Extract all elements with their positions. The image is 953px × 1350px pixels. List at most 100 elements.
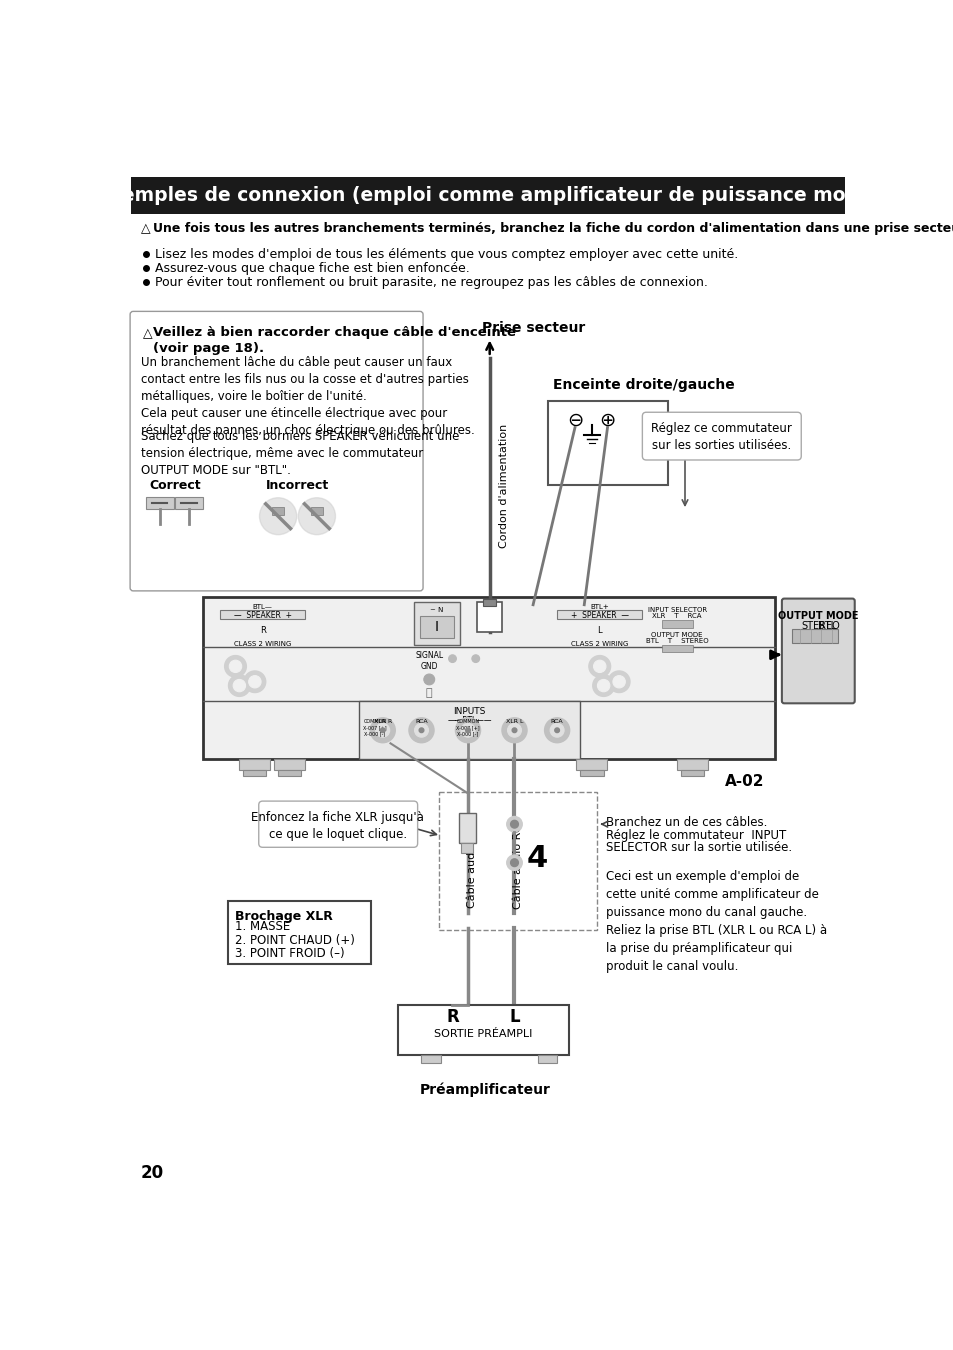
Bar bbox=[228, 902, 371, 964]
Circle shape bbox=[409, 718, 434, 743]
Circle shape bbox=[460, 724, 475, 737]
Circle shape bbox=[588, 656, 610, 678]
Text: SELECTOR sur la sortie utilisée.: SELECTOR sur la sortie utilisée. bbox=[605, 841, 791, 855]
Bar bbox=[239, 759, 270, 771]
Text: Enceinte droite/gauche: Enceinte droite/gauche bbox=[553, 378, 734, 393]
Bar bbox=[397, 1006, 568, 1056]
Circle shape bbox=[423, 674, 435, 684]
Text: ~ N: ~ N bbox=[430, 608, 443, 613]
FancyBboxPatch shape bbox=[781, 598, 854, 703]
Text: ——BTL——: ——BTL—— bbox=[447, 717, 492, 725]
Text: ⏚: ⏚ bbox=[425, 688, 432, 698]
Text: Veillez à bien raccorder chaque câble d'enceinte
(voir page 18).: Veillez à bien raccorder chaque câble d'… bbox=[153, 325, 516, 355]
Text: XLR    T    RCA: XLR T RCA bbox=[652, 613, 701, 620]
Bar bbox=[576, 759, 607, 771]
Bar bbox=[243, 771, 266, 776]
Circle shape bbox=[456, 718, 480, 743]
Text: Cordon d'alimentation: Cordon d'alimentation bbox=[498, 424, 509, 548]
Text: Ceci est un exemple d'emploi de
cette unité comme amplificateur de
puissance mon: Ceci est un exemple d'emploi de cette un… bbox=[605, 871, 826, 973]
Bar bbox=[174, 497, 203, 509]
Circle shape bbox=[550, 724, 563, 737]
Text: 1. MASSE: 1. MASSE bbox=[235, 921, 291, 933]
Text: 4: 4 bbox=[527, 844, 548, 873]
Text: Réglez le commutateur  INPUT: Réglez le commutateur INPUT bbox=[605, 829, 785, 842]
Text: Réglez ce commutateur
sur les sorties utilisées.: Réglez ce commutateur sur les sorties ut… bbox=[650, 423, 791, 452]
Text: XLR L: XLR L bbox=[505, 720, 522, 725]
Circle shape bbox=[608, 671, 629, 693]
Circle shape bbox=[612, 675, 624, 688]
Text: Enfoncez la fiche XLR jusqu'à
ce que le loquet clique.: Enfoncez la fiche XLR jusqu'à ce que le … bbox=[251, 811, 424, 841]
Bar bbox=[557, 610, 641, 620]
Text: ⊕: ⊕ bbox=[598, 410, 615, 429]
FancyBboxPatch shape bbox=[641, 412, 801, 460]
Text: SORTIE PRÉAMPLI: SORTIE PRÉAMPLI bbox=[434, 1030, 532, 1040]
Text: A-02: A-02 bbox=[724, 774, 764, 790]
Circle shape bbox=[592, 675, 614, 697]
Text: L: L bbox=[509, 1007, 519, 1026]
Bar bbox=[460, 844, 473, 853]
Circle shape bbox=[510, 859, 517, 867]
Text: Brochage XLR: Brochage XLR bbox=[235, 910, 333, 922]
Circle shape bbox=[224, 656, 246, 678]
Text: Câble audio XLR: Câble audio XLR bbox=[466, 817, 476, 909]
Circle shape bbox=[506, 817, 521, 832]
Bar bbox=[661, 620, 692, 628]
Text: INPUTS: INPUTS bbox=[453, 707, 485, 716]
Circle shape bbox=[597, 679, 609, 691]
Bar bbox=[311, 508, 323, 514]
Bar bbox=[278, 771, 301, 776]
Circle shape bbox=[244, 671, 266, 693]
Text: 20: 20 bbox=[141, 1164, 164, 1183]
Text: 2. POINT CHAUD (+): 2. POINT CHAUD (+) bbox=[235, 934, 355, 946]
Circle shape bbox=[370, 718, 395, 743]
Text: Branchez un de ces câbles.: Branchez un de ces câbles. bbox=[605, 817, 766, 829]
Bar bbox=[421, 1056, 440, 1062]
Text: △: △ bbox=[142, 327, 152, 340]
Bar bbox=[680, 771, 703, 776]
Bar bbox=[359, 701, 579, 759]
Text: Assurez-vous que chaque fiche est bien enfoncée.: Assurez-vous que chaque fiche est bien e… bbox=[154, 262, 469, 275]
Text: SIGNAL
GND: SIGNAL GND bbox=[415, 651, 443, 671]
Bar bbox=[476, 602, 501, 632]
Bar bbox=[414, 602, 459, 645]
Bar bbox=[791, 629, 838, 643]
Circle shape bbox=[298, 498, 335, 535]
Text: BTL+: BTL+ bbox=[590, 603, 608, 610]
Text: R: R bbox=[446, 1007, 458, 1026]
Text: ⊖: ⊖ bbox=[566, 410, 582, 429]
Circle shape bbox=[472, 655, 479, 663]
Bar bbox=[419, 617, 454, 637]
Bar bbox=[458, 813, 476, 844]
Circle shape bbox=[510, 821, 517, 828]
Text: —  SPEAKER  +: — SPEAKER + bbox=[233, 612, 292, 620]
Bar bbox=[661, 645, 692, 652]
Text: Incorrect: Incorrect bbox=[266, 479, 329, 491]
Circle shape bbox=[229, 675, 250, 697]
Text: Une fois tous les autres branchements terminés, branchez la fiche du cordon d'al: Une fois tous les autres branchements te… bbox=[153, 223, 953, 235]
Bar bbox=[146, 497, 173, 509]
Text: △: △ bbox=[141, 223, 151, 235]
Circle shape bbox=[593, 660, 605, 672]
Text: BTL—: BTL— bbox=[253, 603, 273, 610]
Text: Un branchement lâche du câble peut causer un faux
contact entre les fils nus ou : Un branchement lâche du câble peut cause… bbox=[141, 356, 475, 437]
Circle shape bbox=[507, 724, 521, 737]
Bar bbox=[272, 508, 284, 514]
Text: I: I bbox=[435, 620, 438, 634]
Text: CLASS 2 WIRING: CLASS 2 WIRING bbox=[571, 641, 628, 647]
Text: L: L bbox=[597, 626, 601, 636]
Text: Sachez que tous les borniers SPEAKER véhiculent une
tension électrique, même ave: Sachez que tous les borniers SPEAKER véh… bbox=[141, 429, 458, 477]
Circle shape bbox=[544, 718, 569, 743]
Text: RCA: RCA bbox=[415, 720, 427, 725]
Text: BTL    T    STEREO: BTL T STEREO bbox=[645, 637, 708, 644]
Text: Correct: Correct bbox=[149, 479, 201, 491]
Circle shape bbox=[415, 724, 428, 737]
Bar bbox=[220, 610, 305, 620]
Text: STEREO: STEREO bbox=[801, 621, 840, 630]
Text: Pour éviter tout ronflement ou bruit parasite, ne regroupez pas les câbles de co: Pour éviter tout ronflement ou bruit par… bbox=[154, 275, 707, 289]
Text: CLASS 2 WIRING: CLASS 2 WIRING bbox=[233, 641, 291, 647]
Text: OUTPUT MODE: OUTPUT MODE bbox=[778, 612, 858, 621]
Text: Lisez les modes d'emploi de tous les éléments que vous comptez employer avec cet: Lisez les modes d'emploi de tous les élé… bbox=[154, 248, 738, 261]
Circle shape bbox=[555, 728, 558, 733]
Text: XLR R: XLR R bbox=[374, 720, 392, 725]
Circle shape bbox=[259, 498, 296, 535]
